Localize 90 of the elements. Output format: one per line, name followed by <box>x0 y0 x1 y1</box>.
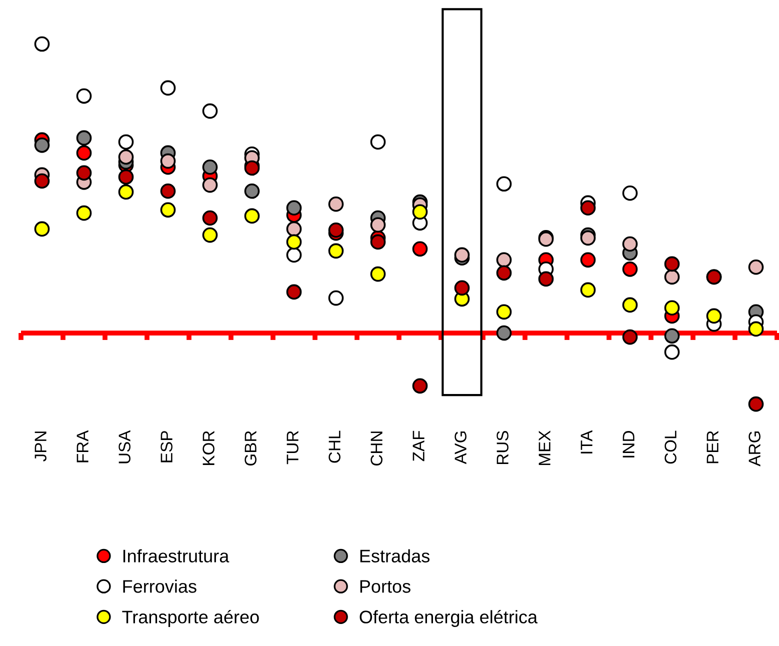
legend-label: Ferrovias <box>123 580 196 593</box>
point <box>118 134 134 150</box>
point <box>580 200 596 216</box>
legend-label: Infraestrutura <box>123 549 230 562</box>
point <box>244 208 260 224</box>
point <box>748 396 764 412</box>
point <box>664 344 680 360</box>
point <box>118 149 134 165</box>
x-tick-label: CHN <box>370 432 382 466</box>
point <box>370 217 386 233</box>
point <box>286 200 302 216</box>
x-tick-label: ARG <box>748 431 760 466</box>
legend-label: Estradas <box>360 549 430 562</box>
x-tick-label: ESP <box>160 431 172 462</box>
point <box>496 176 512 192</box>
point <box>412 204 428 220</box>
x-tick-label: FRA <box>76 430 88 462</box>
point <box>286 284 302 300</box>
point <box>664 256 680 272</box>
x-tick-label: KOR <box>202 431 214 465</box>
point <box>328 290 344 306</box>
point <box>664 269 680 285</box>
point <box>496 325 512 341</box>
point <box>202 177 218 193</box>
x-tick-label: IND <box>622 431 634 458</box>
point <box>496 252 512 268</box>
point <box>202 103 218 119</box>
point <box>34 137 50 153</box>
point <box>160 153 176 169</box>
point <box>328 196 344 212</box>
x-tick-label: GBR <box>244 431 256 466</box>
point <box>496 265 512 281</box>
point <box>286 247 302 263</box>
point <box>34 173 50 189</box>
point <box>244 183 260 199</box>
point <box>286 234 302 250</box>
point <box>370 134 386 150</box>
point <box>76 165 92 181</box>
point <box>118 184 134 200</box>
point <box>328 243 344 259</box>
point <box>580 252 596 268</box>
point <box>328 222 344 238</box>
legend-label: Oferta energia elétrica <box>360 610 538 627</box>
point <box>160 202 176 218</box>
x-tick-label: CHL <box>328 430 340 463</box>
point <box>538 271 554 287</box>
point <box>454 247 470 263</box>
point <box>664 300 680 316</box>
point <box>202 210 218 226</box>
point <box>580 282 596 298</box>
point <box>622 261 638 277</box>
point <box>202 159 218 175</box>
point <box>76 205 92 221</box>
x-tick-label: ZAF <box>412 430 424 462</box>
point <box>622 236 638 252</box>
point <box>202 227 218 243</box>
point <box>370 266 386 282</box>
x-tick-label: MEX <box>538 430 550 465</box>
point <box>160 80 176 96</box>
point <box>160 183 176 199</box>
point <box>76 130 92 146</box>
x-tick-label: JPN <box>34 432 46 462</box>
point <box>76 88 92 104</box>
point <box>412 241 428 257</box>
point <box>748 321 764 337</box>
point <box>286 221 302 237</box>
point <box>580 230 596 246</box>
point <box>748 259 764 275</box>
point <box>622 329 638 345</box>
point <box>622 185 638 201</box>
point <box>34 36 50 52</box>
x-tick-label: AVG <box>454 431 466 464</box>
x-tick-label: USA <box>118 430 130 464</box>
point <box>118 169 134 185</box>
x-tick-label: COL <box>664 430 676 464</box>
point <box>76 145 92 161</box>
x-tick-label: PER <box>706 431 718 464</box>
point <box>706 308 722 324</box>
x-tick-label: ITA <box>580 430 592 454</box>
point <box>412 378 428 394</box>
x-tick-label: TUR <box>286 431 298 464</box>
point <box>34 221 50 237</box>
point <box>664 328 680 344</box>
legend-label: Portos <box>360 580 410 593</box>
point <box>622 297 638 313</box>
x-tick-label: RUS <box>496 431 508 464</box>
point <box>496 304 512 320</box>
point <box>454 280 470 296</box>
point <box>370 234 386 250</box>
legend-label: Transporte aéreo <box>122 610 259 627</box>
